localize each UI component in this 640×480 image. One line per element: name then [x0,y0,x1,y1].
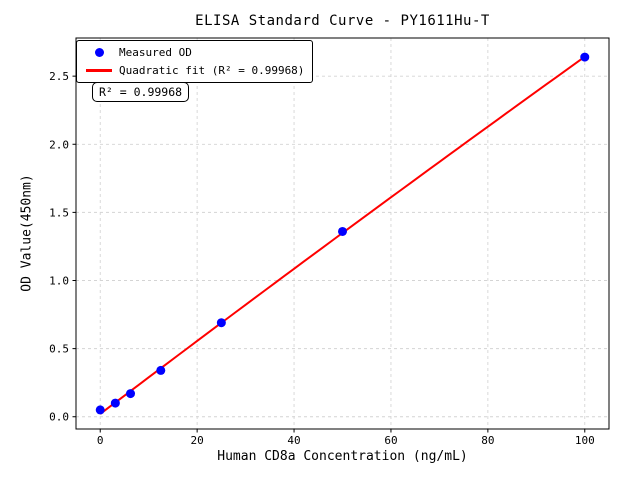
x-tick-label: 40 [287,434,300,447]
y-tick-label: 0.5 [49,343,69,356]
y-tick-label: 1.5 [49,206,69,219]
x-tick-label: 0 [97,434,104,447]
chart-title: ELISA Standard Curve - PY1611Hu-T [195,13,490,29]
x-axis-label: Human CD8a Concentration (ng/mL) [217,449,468,464]
fit-line-icon [86,69,112,72]
y-tick-label: 2.5 [49,70,69,83]
y-tick-label: 1.0 [49,275,69,288]
legend-item-quadratic-fit: Quadratic fit (R² = 0.99968) [85,63,304,78]
measured-od-point [580,52,590,62]
legend-marker-cell [85,48,113,57]
scatter-dot-icon [94,48,104,57]
legend-item-measured-od: Measured OD [85,45,304,60]
x-tick-label: 100 [575,434,595,447]
legend: Measured OD Quadratic fit (R² = 0.99968) [76,40,314,83]
legend-label: Quadratic fit (R² = 0.99968) [119,64,305,77]
measured-od-point [126,389,136,399]
y-tick-label: 2.0 [49,138,69,151]
measured-od-point [95,405,105,415]
axes-spines [75,37,610,430]
measured-od-point [110,398,120,408]
measured-od-point [338,226,347,236]
x-tick-label: 80 [481,434,494,447]
y-axis-label: OD Value(450nm) [19,174,35,292]
y-tick-label: 0.0 [49,411,69,424]
legend-label: Measured OD [119,46,192,59]
x-tick-label: 20 [191,434,204,447]
measured-od-point [156,365,166,375]
r-squared-annotation: R² = 0.99968 [92,82,190,102]
x-tick-label: 60 [384,434,397,447]
legend-marker-cell [85,69,113,72]
measured-od-point [216,318,226,328]
